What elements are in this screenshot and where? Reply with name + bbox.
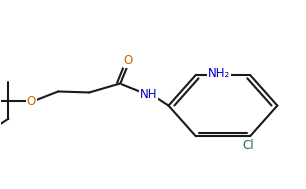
Text: Cl: Cl	[243, 139, 254, 152]
Text: O: O	[124, 54, 133, 67]
Text: NH: NH	[140, 88, 157, 101]
Text: O: O	[27, 95, 36, 108]
Text: NH₂: NH₂	[208, 67, 230, 80]
